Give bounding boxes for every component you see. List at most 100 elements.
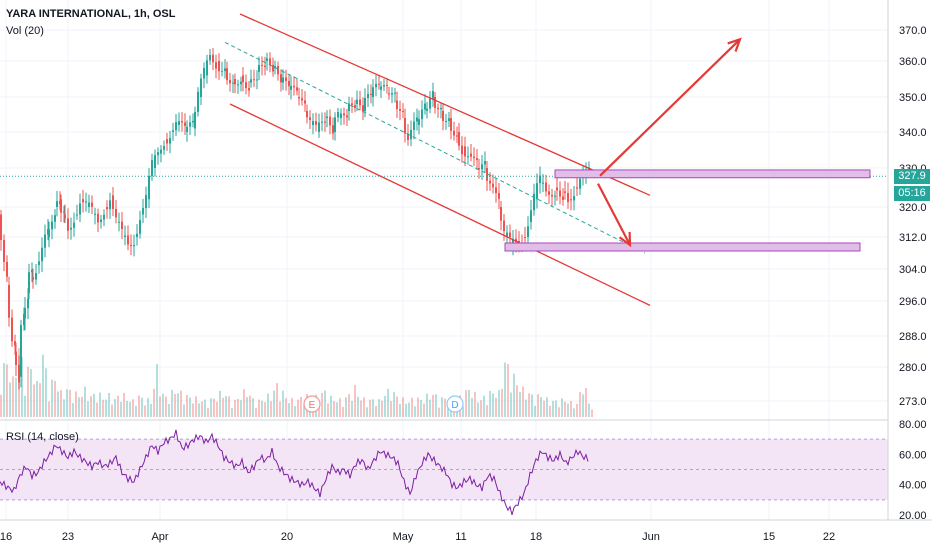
channel-upper-line xyxy=(239,13,651,196)
volume-bar xyxy=(342,406,344,417)
volume-bar xyxy=(420,399,422,417)
volume-bar xyxy=(129,401,131,417)
volume-bar xyxy=(252,398,254,417)
candle-body xyxy=(478,168,480,170)
candle-body xyxy=(184,122,186,126)
volume-bar xyxy=(60,390,62,417)
candle-body xyxy=(272,64,274,72)
candle-body xyxy=(6,261,8,277)
volume-bar xyxy=(504,362,506,417)
volume-bar xyxy=(33,384,35,417)
event-marker-label: E xyxy=(309,400,316,411)
candle-body xyxy=(343,113,345,116)
volume-bar xyxy=(84,386,86,417)
candle-body xyxy=(237,84,239,86)
countdown-tag: 05:16 xyxy=(894,186,930,201)
candle-body xyxy=(139,220,141,234)
arrow-down-head xyxy=(618,231,632,248)
candle-body xyxy=(380,86,382,90)
volume-bar xyxy=(579,392,581,417)
volume-bar xyxy=(270,401,272,417)
candle-body xyxy=(442,111,444,121)
volume-bar xyxy=(510,392,512,417)
volume-bar xyxy=(141,397,143,417)
volume-bar xyxy=(513,373,515,417)
candle-body xyxy=(274,66,276,69)
candle-body xyxy=(298,97,300,99)
candle-body xyxy=(476,158,478,161)
volume-bar xyxy=(537,394,539,417)
volume-bar xyxy=(177,393,179,417)
candle-body xyxy=(378,83,380,85)
candle-body xyxy=(506,232,508,237)
candle-body xyxy=(28,272,30,293)
volume-bar xyxy=(75,391,77,417)
candle-body xyxy=(91,202,93,207)
volume-bar xyxy=(168,403,170,417)
candle-body xyxy=(229,80,231,84)
candle-body xyxy=(148,175,150,200)
candle-body xyxy=(450,118,452,131)
candle-body xyxy=(372,87,374,97)
volume-bar xyxy=(111,404,113,417)
candle-body xyxy=(309,117,311,121)
volume-bar xyxy=(21,357,23,417)
candle-body xyxy=(329,116,331,126)
candle-body xyxy=(79,203,81,215)
volume-bar xyxy=(114,399,116,417)
candle-body xyxy=(570,199,572,201)
price-tick-label: 296.0 xyxy=(899,296,927,308)
candle-body xyxy=(407,133,409,140)
candle-body xyxy=(189,122,191,127)
volume-bar xyxy=(318,402,320,417)
candle-body xyxy=(60,199,62,213)
volume-bar xyxy=(333,401,335,417)
volume-bar xyxy=(285,398,287,417)
volume-bar xyxy=(480,400,482,417)
candle-body xyxy=(348,103,350,111)
volume-bar xyxy=(423,403,425,417)
volume-bar xyxy=(414,406,416,417)
volume-bar xyxy=(288,402,290,417)
volume-bar xyxy=(330,395,332,417)
candle-body xyxy=(27,298,29,309)
candle-body xyxy=(579,178,581,189)
volume-bar xyxy=(582,394,584,417)
candle-body xyxy=(467,156,469,158)
candle-body xyxy=(232,82,234,84)
volume-bar xyxy=(255,408,257,417)
event-marker xyxy=(446,395,464,413)
volume-bar xyxy=(210,398,212,417)
volume-bar xyxy=(345,397,347,417)
candle-body xyxy=(277,66,279,75)
candle-body xyxy=(564,191,566,193)
volume-bar xyxy=(441,397,443,417)
volume-bar xyxy=(591,409,593,417)
volume-bar xyxy=(243,389,245,417)
volume-bar xyxy=(6,364,8,417)
candle-body xyxy=(221,71,223,73)
candle-body xyxy=(264,65,266,68)
volume-bar xyxy=(222,397,224,417)
volume-bar xyxy=(156,364,158,417)
volume-bar xyxy=(216,401,218,417)
candle-body xyxy=(424,103,426,110)
volume-bar xyxy=(213,398,215,417)
candle-body xyxy=(215,62,217,69)
volume-bar xyxy=(159,396,161,417)
volume-bar xyxy=(267,393,269,417)
rsi-label: RSI (14, close) xyxy=(6,431,79,443)
candle-body xyxy=(576,187,578,189)
volume-bar xyxy=(552,400,554,417)
candle-body xyxy=(256,79,258,81)
candle-body xyxy=(8,285,10,318)
candle-body xyxy=(194,112,196,129)
candle-body xyxy=(100,219,102,222)
volume-bar xyxy=(57,391,59,417)
candle-body xyxy=(545,182,547,192)
volume-bar xyxy=(48,401,50,417)
candle-body xyxy=(15,351,17,365)
candle-body xyxy=(503,220,505,232)
